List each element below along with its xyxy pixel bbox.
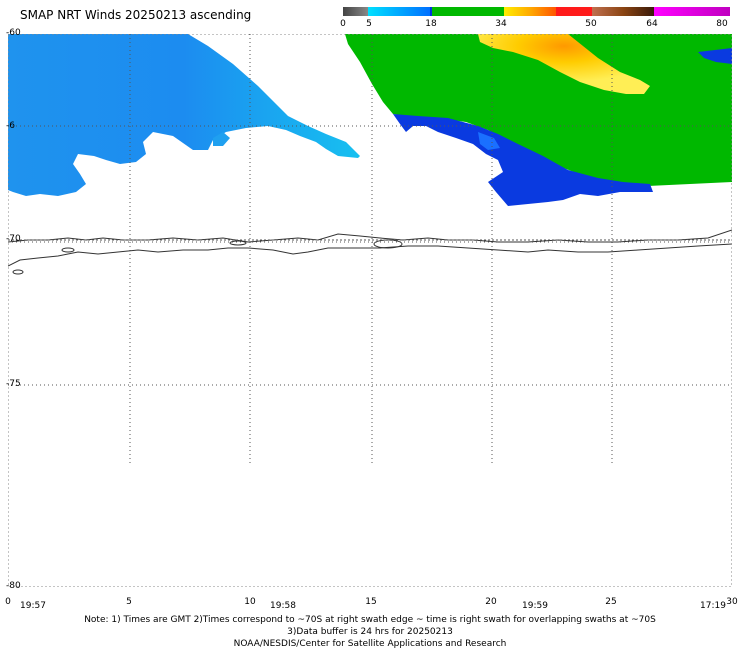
time-label: 19:58 xyxy=(270,601,296,611)
fresh-wind-region xyxy=(345,34,732,186)
lon-label: 30 xyxy=(726,597,738,607)
map-title: SMAP NRT Winds 20250213 ascending xyxy=(20,8,252,22)
colorbar-gale xyxy=(504,7,556,16)
graticule xyxy=(8,34,732,464)
gale-wind-region xyxy=(478,34,650,94)
light-wind-region xyxy=(8,34,360,196)
colorbar-moderate xyxy=(430,7,432,16)
lon-label: 15 xyxy=(365,597,377,607)
lon-label: 0 xyxy=(5,597,11,607)
note-line-2: 3)Data buffer is 24 hrs for 20250213 xyxy=(287,627,453,637)
time-label: 19:59 xyxy=(522,601,548,611)
lat-label: -75 xyxy=(6,379,21,389)
wind-map xyxy=(8,34,732,587)
note-line-1: Note: 1) Times are GMT 2)Times correspon… xyxy=(84,615,656,625)
lat-label: -70 xyxy=(6,234,21,244)
light-wind-patch xyxy=(213,132,230,146)
moderate-wind-region xyxy=(393,114,653,206)
colorbar-label: 50 xyxy=(585,19,597,29)
moderate-wind-region xyxy=(698,48,732,64)
colorbar-calm xyxy=(343,7,368,16)
lat-label: -80 xyxy=(6,581,21,591)
time-label: 19:57 xyxy=(20,601,46,611)
colorbar-extreme xyxy=(654,7,730,16)
colorbar-light xyxy=(368,7,430,16)
lat-label: -6 xyxy=(6,121,15,131)
lon-label: 20 xyxy=(485,597,497,607)
colorbar-storm xyxy=(556,7,592,16)
colorbar-label: 0 xyxy=(340,19,346,29)
light-wind-patch xyxy=(478,132,500,150)
colorbar-label: 34 xyxy=(495,19,507,29)
plot-frame xyxy=(8,34,732,587)
colorbar-hurricane xyxy=(592,7,654,16)
colorbar-label: 5 xyxy=(366,19,372,29)
time-label: 17:19 xyxy=(700,601,726,611)
lon-label: 10 xyxy=(244,597,256,607)
colorbar-label: 64 xyxy=(646,19,658,29)
colorbar-fresh xyxy=(432,7,504,16)
lat-label: -60 xyxy=(6,28,21,38)
colorbar-label: 18 xyxy=(425,19,437,29)
lon-label: 5 xyxy=(126,597,132,607)
credit-line: NOAA/NESDIS/Center for Satellite Applica… xyxy=(233,639,507,649)
colorbar-label: 80 xyxy=(716,19,728,29)
antarctic-coastline xyxy=(8,229,732,275)
lon-label: 25 xyxy=(605,597,617,607)
